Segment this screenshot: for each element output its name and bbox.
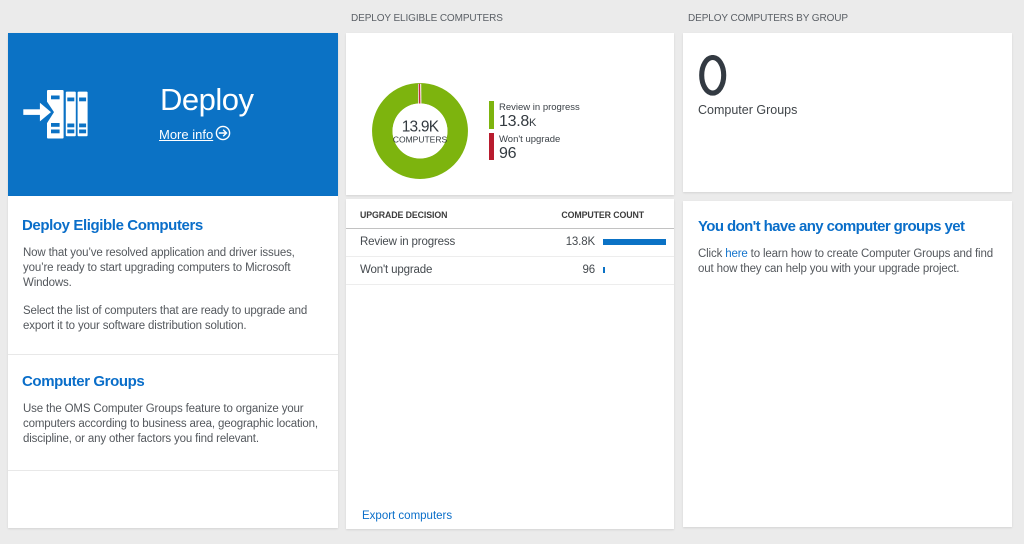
svg-text:13.9K: 13.9K bbox=[402, 118, 440, 135]
svg-text:COMPUTERS: COMPUTERS bbox=[393, 134, 448, 144]
